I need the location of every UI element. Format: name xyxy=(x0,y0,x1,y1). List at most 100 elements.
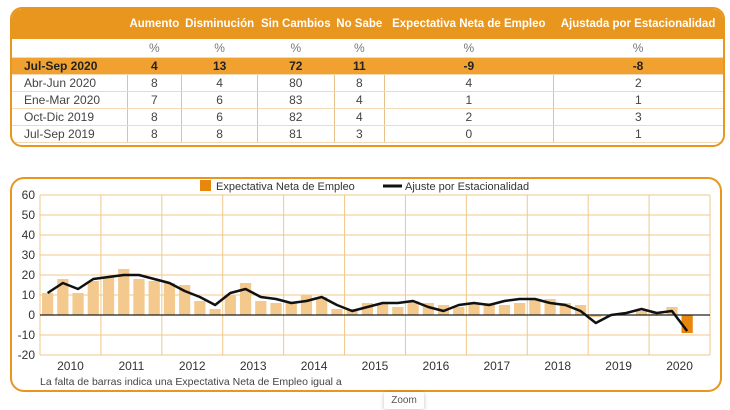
bar xyxy=(483,303,495,315)
bar xyxy=(285,303,297,315)
bar xyxy=(209,309,221,315)
bar xyxy=(377,303,389,315)
chart-panel xyxy=(10,177,722,392)
bar xyxy=(118,269,130,315)
table-cell: 8 xyxy=(126,125,182,143)
row-label: Jul-Sep 2019 xyxy=(12,125,127,143)
table-cell: 4 xyxy=(384,74,554,92)
units-row: %%%%%% xyxy=(12,39,723,58)
y-tick-label: -20 xyxy=(18,348,36,362)
y-tick-label: 0 xyxy=(28,308,35,322)
header-blank xyxy=(12,9,127,39)
table-cell: 81 xyxy=(257,125,335,143)
bar xyxy=(102,277,115,315)
x-tick-label: 2016 xyxy=(423,359,450,373)
table-cell: 13 xyxy=(181,57,258,75)
table-cell: 0 xyxy=(384,125,554,143)
legend-label-line: Ajuste por Estacionalidad xyxy=(405,181,529,193)
row-label: Oct-Dic 2019 xyxy=(12,108,127,126)
unit-cell: % xyxy=(553,39,723,58)
unit-cell: % xyxy=(127,39,182,58)
header-no-sabe: No Sabe xyxy=(334,9,385,39)
unit-cell: % xyxy=(334,39,385,58)
bar xyxy=(87,281,99,315)
table-cell: 8 xyxy=(126,108,182,126)
table-cell: 72 xyxy=(257,57,335,75)
bar xyxy=(422,303,434,315)
unit-cell xyxy=(12,39,127,58)
y-tick-label: -10 xyxy=(18,328,36,342)
table-row: Abr-Jun 2020 8 4 80 8 4 2 xyxy=(12,74,723,92)
bar xyxy=(453,307,465,315)
y-tick-label: 50 xyxy=(22,208,36,222)
table-header-row: Aumento Disminución Sin Cambios No Sabe … xyxy=(12,9,723,39)
table-cell: 2 xyxy=(384,108,554,126)
bar xyxy=(300,295,313,315)
bar xyxy=(57,279,69,315)
table-cell: 4 xyxy=(333,108,385,126)
bar xyxy=(514,303,526,315)
header-aumento: Aumento xyxy=(127,9,182,39)
bar xyxy=(361,303,373,315)
bar xyxy=(498,305,511,315)
zoom-tooltip: Zoom xyxy=(384,392,424,409)
x-tick-label: 2018 xyxy=(544,359,571,373)
bar xyxy=(194,301,206,315)
bar xyxy=(331,309,343,315)
x-tick-label: 2017 xyxy=(483,359,510,373)
legend-swatch-bar xyxy=(200,180,211,191)
bar xyxy=(590,315,602,317)
bar xyxy=(316,297,328,315)
table-cell: 1 xyxy=(384,91,554,109)
line-ajuste xyxy=(46,273,689,332)
x-tick-label: 2011 xyxy=(118,359,144,373)
table-cell: 6 xyxy=(181,91,258,109)
table-cell: 80 xyxy=(257,74,335,92)
bar xyxy=(559,303,571,315)
bar xyxy=(239,283,252,315)
bar xyxy=(468,303,480,315)
y-tick-label: 10 xyxy=(22,288,36,302)
y-tick-label: 60 xyxy=(22,188,36,202)
bar xyxy=(133,279,145,315)
bar xyxy=(407,301,419,315)
table-cell: 3 xyxy=(333,125,385,143)
bar xyxy=(635,311,648,315)
bar xyxy=(224,295,236,315)
table-cell: 83 xyxy=(257,91,335,109)
table-cell: 6 xyxy=(181,108,258,126)
bar xyxy=(270,303,282,315)
bar xyxy=(544,299,556,315)
table-row: Jul-Sep 2020 4 13 72 11 -9 -8 xyxy=(12,57,723,75)
employment-table: Aumento Disminución Sin Cambios No Sabe … xyxy=(10,7,725,147)
bar xyxy=(681,315,693,333)
chart-footnote: La falta de barras indica una Expectativ… xyxy=(40,376,342,388)
x-tick-label: 2012 xyxy=(179,359,206,373)
table-cell: 2 xyxy=(552,74,723,92)
unit-cell: % xyxy=(257,39,335,58)
bar xyxy=(179,285,191,315)
header-expectativa: Expectativa Neta de Empleo xyxy=(384,9,554,39)
x-tick-label: 2010 xyxy=(57,359,84,373)
table-row: Ene-Mar 2020 7 6 83 4 1 1 xyxy=(12,91,723,109)
bar xyxy=(148,281,160,315)
row-label: Ene-Mar 2020 xyxy=(12,91,127,109)
header-sin-cambios: Sin Cambios xyxy=(257,9,335,39)
unit-cell: % xyxy=(181,39,258,58)
legend-label-bar: Expectativa Neta de Empleo xyxy=(216,181,355,193)
table-cell: 11 xyxy=(334,57,385,75)
row-label: Jul-Sep 2020 xyxy=(12,57,127,75)
table-cell: 1 xyxy=(552,91,723,109)
table-cell: -8 xyxy=(553,57,723,75)
bar xyxy=(163,283,176,315)
bar xyxy=(72,293,84,315)
table-row: Oct-Dic 2019 8 6 82 4 2 3 xyxy=(12,108,723,126)
x-tick-label: 2015 xyxy=(362,359,389,373)
table-cell: 1 xyxy=(552,125,723,143)
bar xyxy=(529,299,541,315)
table-cell: 8 xyxy=(333,74,385,92)
bar xyxy=(392,307,404,315)
table-cell: 3 xyxy=(552,108,723,126)
table-cell: 4 xyxy=(127,57,182,75)
